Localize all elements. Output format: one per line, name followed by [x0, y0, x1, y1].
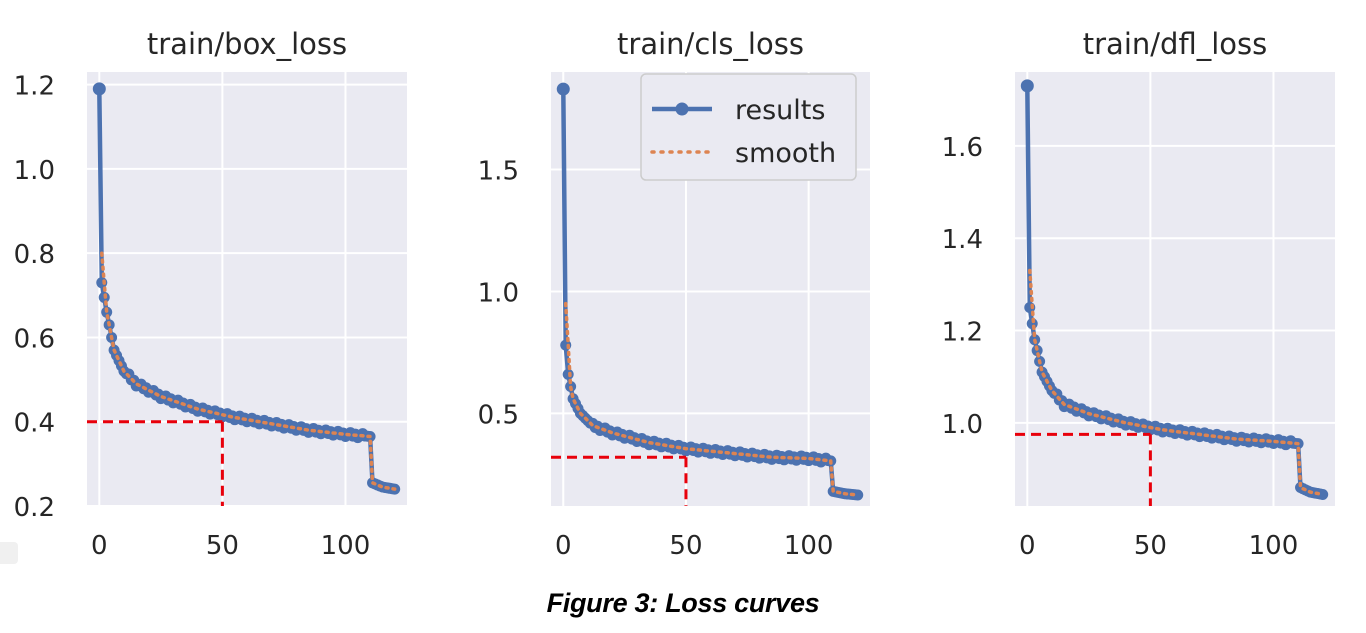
y-tick-label: 1.0	[478, 278, 519, 308]
x-tick-label: 0	[91, 531, 108, 561]
smooth-line	[100, 251, 397, 491]
side-tab-handle	[0, 542, 18, 564]
y-tick-label: 0.8	[14, 240, 55, 270]
y-tick-label: 1.2	[14, 72, 55, 102]
y-tick-label: 1.2	[942, 318, 983, 348]
smooth-line	[1028, 268, 1325, 497]
legend-results-marker	[675, 102, 689, 116]
x-tick-label: 0	[555, 531, 572, 561]
smooth-line	[563, 301, 860, 497]
legend: results smooth	[640, 73, 857, 181]
x-tick-label: 100	[321, 531, 371, 561]
y-tick-label: 0.2	[14, 493, 55, 523]
y-tick-label: 1.6	[942, 133, 983, 163]
results-point	[1317, 488, 1329, 500]
x-tick-label: 50	[669, 531, 702, 561]
chart-panel-1: 0 50 100 0.2 0.4 0.6 0.8 1.0 1.2 train/box_loss	[14, 27, 407, 561]
y-tick-label: 1.0	[14, 156, 55, 186]
x-tick-label: 50	[206, 531, 239, 561]
x-tick-label: 100	[1249, 531, 1299, 561]
y-tick-label: 0.6	[14, 324, 55, 354]
y-tick-label: 0.4	[14, 409, 55, 439]
legend-results-label: results	[735, 95, 825, 126]
chart-title: train/cls_loss	[617, 27, 804, 61]
y-tick-label: 1.0	[942, 410, 983, 440]
chart-panel-3: 0 50 100 1.0 1.2 1.4 1.6 train/dfl_loss	[942, 27, 1335, 561]
results-point	[852, 489, 864, 501]
legend-box	[640, 73, 857, 181]
results-point	[1020, 79, 1034, 93]
figure-caption: Figure 3: Loss curves	[546, 588, 820, 618]
chart-title: train/dfl_loss	[1083, 27, 1267, 61]
x-tick-label: 50	[1134, 531, 1167, 561]
results-point	[92, 82, 106, 96]
chart-title: train/box_loss	[147, 27, 347, 61]
y-tick-label: 0.5	[478, 400, 519, 430]
x-tick-label: 100	[784, 531, 834, 561]
y-tick-label: 1.4	[942, 225, 983, 255]
legend-smooth-label: smooth	[735, 138, 836, 169]
results-point	[556, 82, 570, 96]
y-tick-label: 1.5	[478, 157, 519, 187]
x-tick-label: 0	[1019, 531, 1036, 561]
